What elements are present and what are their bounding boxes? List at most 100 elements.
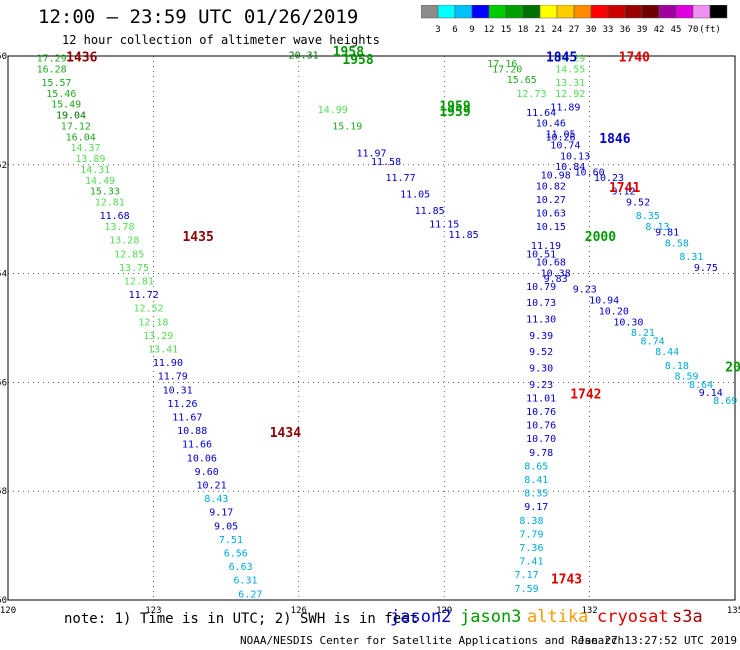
wave-height-value: 12.85	[114, 249, 144, 260]
wave-height-value: 9.60	[195, 467, 219, 478]
colorbar-label: 3	[435, 25, 440, 35]
wave-height-value: 10.23	[594, 173, 624, 184]
wave-height-value: 15.19	[332, 121, 362, 132]
colorbar-label: (ft)	[699, 25, 721, 35]
wave-height-value: 11.68	[100, 211, 130, 222]
wave-height-value: 10.06	[187, 453, 217, 464]
wave-height-value: 10.79	[526, 282, 556, 293]
wave-height-value: 10.68	[536, 257, 566, 268]
pass-time-label: 2000	[585, 230, 616, 245]
legend-s3a: s3a	[672, 607, 703, 627]
wave-height-value: 8.74	[641, 336, 665, 347]
colorbar-swatch	[590, 5, 609, 19]
wave-height-value: 6.31	[233, 576, 257, 587]
wave-height-value: 11.89	[550, 102, 580, 113]
legend-jason2: jason2	[390, 607, 452, 627]
wave-height-value: 12.73	[516, 89, 546, 100]
wave-height-value: 8.64	[689, 380, 713, 391]
wave-height-value: 14.29	[555, 53, 585, 64]
wave-height-value: 8.59	[674, 372, 698, 383]
wave-height-value: 13.31	[555, 78, 585, 89]
wave-height-value: 8.38	[519, 516, 543, 527]
colorbar-swatch	[437, 5, 456, 19]
colorbar-label: 36	[620, 25, 631, 35]
wave-height-value: 10.15	[536, 222, 566, 233]
wave-height-value: 10.38	[541, 268, 571, 279]
wave-height-value: 11.66	[182, 440, 212, 451]
wave-height-value: 14.99	[318, 105, 348, 116]
wave-height-value: 8.65	[524, 461, 548, 472]
wave-height-value: 8.69	[713, 396, 737, 407]
wave-height-value: 11.90	[153, 358, 183, 369]
wave-height-value: 11.58	[371, 157, 401, 168]
wave-height-value: 6.63	[229, 562, 253, 573]
pass-time-label: 1846	[599, 132, 630, 147]
wave-height-value: 10.30	[613, 317, 643, 328]
wave-height-value: 17.16	[487, 59, 517, 70]
wave-height-value: 8.13	[645, 222, 669, 233]
legend-jason3: jason3	[460, 607, 522, 627]
wave-height-value: 11.01	[526, 393, 556, 404]
wave-height-value: 17.20	[492, 64, 522, 75]
wave-height-value: 8.31	[679, 252, 703, 263]
wave-height-value: 9.23	[529, 380, 553, 391]
wave-height-value: 8.43	[204, 494, 228, 505]
wave-height-value: 10.94	[589, 296, 619, 307]
colorbar-label: 27	[569, 25, 580, 35]
colorbar-swatch	[454, 5, 473, 19]
chart-title: 12:00 – 23:59 UTC 01/26/2019	[38, 6, 359, 28]
lat-tick-label: -58	[0, 487, 7, 497]
lon-tick-label: 135	[727, 606, 740, 616]
wave-height-value: 13.78	[104, 222, 134, 233]
lon-tick-label: 120	[0, 606, 16, 616]
pass-time-label: 1845	[546, 50, 577, 65]
wave-height-value: 12.52	[133, 304, 163, 315]
colorbar-label: 33	[603, 25, 614, 35]
wave-height-value: 7.17	[515, 570, 539, 581]
colorbar-swatch	[641, 5, 660, 19]
wave-height-value: 9.52	[626, 198, 650, 209]
wave-height-value: 15.46	[46, 89, 76, 100]
map-grid	[7, 55, 736, 601]
colorbar-swatch	[471, 5, 490, 19]
wave-height-value: 7.59	[515, 584, 539, 595]
pass-time-label: 1958	[333, 45, 364, 60]
wave-height-value: 14.49	[85, 176, 115, 187]
colorbar-label: 39	[637, 25, 648, 35]
wave-height-value: 10.73	[526, 298, 556, 309]
legend-altika: altika	[527, 607, 589, 627]
chart-subtitle: 12 hour collection of altimeter wave hei…	[62, 33, 380, 47]
wave-height-value: 10.60	[575, 168, 605, 179]
pass-time-label: 1435	[182, 230, 213, 245]
wave-height-value: 10.82	[536, 181, 566, 192]
wave-height-value: 8.41	[524, 475, 548, 486]
legend-cryosat: cryosat	[597, 607, 669, 627]
wave-height-value: 14.31	[80, 165, 110, 176]
wave-height-value: 13.41	[148, 344, 178, 355]
wave-height-value: 9.17	[209, 508, 233, 519]
wave-height-value: 11.79	[158, 372, 188, 383]
pass-time-label: 1742	[570, 388, 601, 403]
pass-time-label: 1959	[439, 105, 470, 120]
colorbar-label: 9	[469, 25, 474, 35]
pass-time-label: 2000	[725, 361, 740, 376]
wave-height-value: 13.89	[75, 154, 105, 165]
legend-note: note: 1) Time is in UTC; 2) SWH is in fe…	[64, 611, 419, 627]
wave-height-value: 8.21	[631, 328, 655, 339]
wave-height-value: 12.81	[124, 276, 154, 287]
wave-height-value: 10.13	[560, 151, 590, 162]
wave-height-value: 9.78	[529, 448, 553, 459]
wave-height-value: 8.58	[665, 238, 689, 249]
wave-height-value: 11.05	[545, 130, 575, 141]
wave-height-value: 10.84	[555, 162, 585, 173]
wave-height-value: 11.85	[415, 206, 445, 217]
colorbar-swatch	[709, 5, 728, 19]
lat-tick-label: -60	[0, 596, 7, 606]
wave-height-value: 13.75	[119, 263, 149, 274]
pass-time-label: 1959	[439, 99, 470, 114]
